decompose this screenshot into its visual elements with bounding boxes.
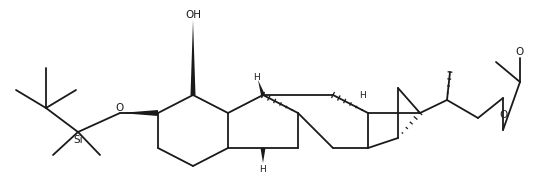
Polygon shape xyxy=(190,20,196,95)
Text: O: O xyxy=(499,110,507,120)
Text: Si: Si xyxy=(73,135,83,145)
Polygon shape xyxy=(261,148,266,163)
Text: H: H xyxy=(260,165,266,174)
Text: OH: OH xyxy=(185,10,201,20)
Text: O: O xyxy=(516,47,524,57)
Polygon shape xyxy=(258,80,265,96)
Text: H: H xyxy=(253,73,260,82)
Text: H: H xyxy=(360,91,366,100)
Polygon shape xyxy=(120,110,158,116)
Text: O: O xyxy=(116,103,124,113)
